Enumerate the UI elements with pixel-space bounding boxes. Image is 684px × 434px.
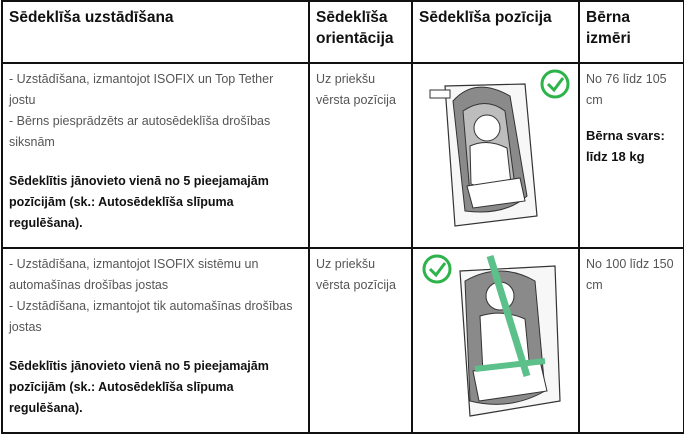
- cell: No 76 līdz 105 cm Bērna svars: līdz 18 k…: [578, 62, 684, 249]
- text: - Uzstādīšana, izmantojot ISOFIX un Top …: [9, 72, 274, 107]
- text: No 76 līdz 105 cm: [586, 72, 667, 107]
- row: - Uzstādīšana, izmantojot ISOFIX un Top …: [1, 62, 684, 249]
- row: - Uzstādīšana, izmantojot ISOFIX sistēmu…: [1, 247, 684, 434]
- header-cell: Sēdeklīša orientācija: [308, 0, 413, 64]
- header-cell: Bērna izmēri: [578, 0, 684, 64]
- cell: Uz priekšu vērsta pozīcija: [308, 62, 413, 249]
- header-cell: Sēdeklīša pozīcija: [411, 0, 580, 64]
- text: Uz priekšu vērsta pozīcija: [316, 257, 396, 292]
- cell: No 100 līdz 150 cm: [578, 247, 684, 434]
- note: Sēdeklītis jānovieto vienā no 5 pieejama…: [9, 174, 269, 230]
- text: - Bērns piesprādzēts ar autosēdeklīša dr…: [9, 114, 271, 149]
- note: Sēdeklītis jānovieto vienā no 5 pieejama…: [9, 359, 269, 415]
- text: Uz priekšu vērsta pozīcija: [316, 72, 396, 107]
- cell: Uz priekšu vērsta pozīcija: [308, 247, 413, 434]
- cell: - Uzstādīšana, izmantojot ISOFIX sistēmu…: [1, 247, 310, 434]
- header-cell: Sēdeklīša uzstādīšana: [1, 0, 310, 64]
- weight: Bērna svars: līdz 18 kg: [586, 128, 665, 164]
- text: No 100 līdz 150 cm: [586, 257, 674, 292]
- cell: [411, 62, 580, 249]
- seat-illustration: [422, 254, 561, 417]
- text: - Uzstādīšana, izmantojot tik automašīna…: [9, 299, 293, 334]
- text: - Uzstādīšana, izmantojot ISOFIX sistēmu…: [9, 257, 259, 292]
- cell: [411, 247, 580, 434]
- seat-illustration: [429, 69, 570, 227]
- cell: - Uzstādīšana, izmantojot ISOFIX un Top …: [1, 62, 310, 249]
- header-row: Sēdeklīša uzstādīšana Sēdeklīša orientāc…: [1, 0, 684, 64]
